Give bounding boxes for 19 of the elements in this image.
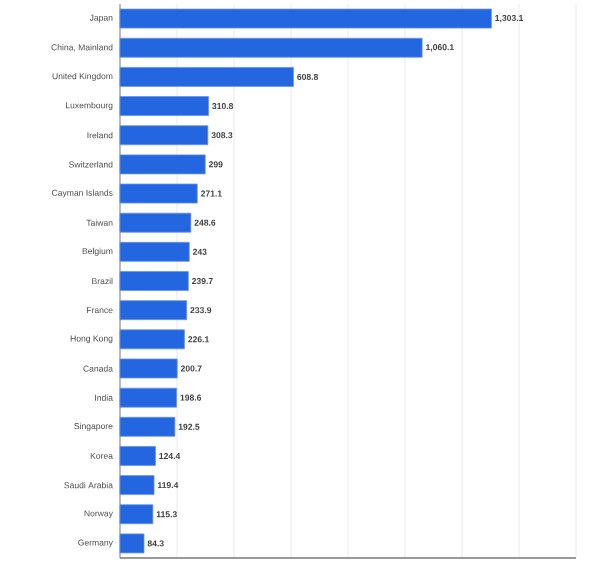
- bar: [119, 533, 145, 554]
- bar: [119, 271, 189, 291]
- bar: [119, 212, 192, 233]
- bar: [119, 416, 176, 437]
- bar: [119, 154, 206, 175]
- bar: [119, 475, 155, 496]
- bar: [119, 300, 188, 321]
- bar: [119, 358, 178, 379]
- bar: [119, 387, 177, 408]
- bar: [119, 241, 190, 262]
- bar: [119, 125, 209, 146]
- bar: [119, 37, 423, 58]
- bar: [119, 8, 492, 29]
- bar: [119, 329, 185, 350]
- bar: [119, 67, 294, 87]
- bar: [119, 96, 209, 116]
- bar: [119, 504, 154, 525]
- bar: [119, 183, 198, 204]
- bar: [119, 446, 156, 466]
